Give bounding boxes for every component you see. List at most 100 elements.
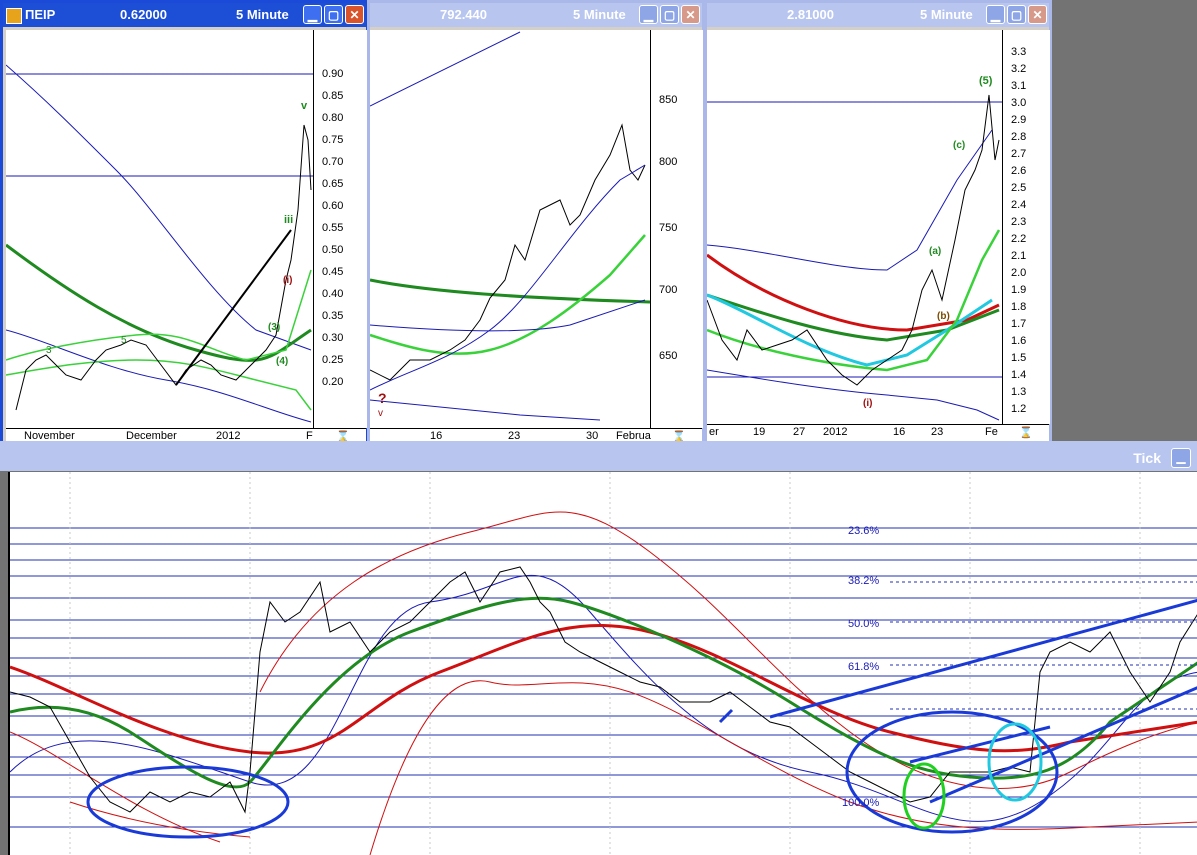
maximize-button[interactable]: ▢ — [660, 5, 679, 24]
fib-level-label: 38.2% — [848, 575, 880, 587]
tick-chart-window[interactable]: Tick ▁ — [0, 441, 1197, 855]
wave-label: 3 — [46, 345, 52, 356]
interval-label: 5 Minute — [573, 7, 626, 22]
y-tick: 0.20 — [322, 376, 344, 388]
wave-label: (5) — [979, 75, 993, 87]
wave-label: ? — [378, 390, 387, 406]
price-plot[interactable]: v iii iv (3) (4) (i) 3 5 — [6, 30, 313, 451]
y-tick: 650 — [659, 350, 678, 362]
title-bar[interactable]: 2.81000 5 Minute ▁ ▢ ✕ — [707, 3, 1049, 27]
x-tick: 23 — [508, 430, 521, 442]
y-tick: 0.80 — [322, 112, 344, 124]
y-tick: 750 — [659, 222, 678, 234]
y-tick: 0.70 — [322, 156, 344, 168]
maximize-button[interactable]: ▢ — [324, 5, 343, 24]
wave-label: (a) — [929, 246, 942, 257]
alert-icon[interactable]: ⌛ — [672, 431, 686, 443]
y-tick: 2.5 — [1011, 182, 1027, 194]
chart-window-3[interactable]: 2.81000 5 Minute ▁ ▢ ✕ (5) (c) (a) (b) (… — [704, 0, 1052, 465]
minimize-button[interactable]: ▁ — [1171, 448, 1191, 468]
y-axis: 850 800 750 700 650 — [650, 30, 703, 428]
x-axis: er 19 27 2012 16 23 Fe ⌛ — [707, 424, 1049, 443]
alert-icon[interactable]: ⌛ — [1019, 427, 1033, 439]
y-tick: 0.85 — [322, 90, 344, 102]
x-tick: Fe — [985, 426, 998, 438]
close-button[interactable]: ✕ — [681, 5, 700, 24]
price-label: 0.62000 — [120, 7, 167, 22]
wave-label: v — [378, 408, 383, 419]
y-tick: 800 — [659, 156, 678, 168]
symbol-label: ΠΕΙΡ — [25, 7, 56, 22]
y-tick: 1.8 — [1011, 301, 1027, 313]
x-tick: 16 — [893, 426, 906, 438]
wave-label: (i) — [863, 398, 873, 409]
x-tick: F — [306, 430, 313, 442]
y-tick: 1.3 — [1011, 386, 1027, 398]
y-tick: 2.3 — [1011, 216, 1027, 228]
y-tick: 1.6 — [1011, 335, 1027, 347]
wave-label: (i) — [283, 275, 293, 286]
x-tick: er — [709, 426, 719, 438]
x-tick: 23 — [931, 426, 944, 438]
y-tick: 1.4 — [1011, 369, 1027, 381]
y-tick: 3.1 — [1011, 80, 1027, 92]
y-tick: 1.7 — [1011, 318, 1027, 330]
y-tick: 0.35 — [322, 310, 344, 322]
y-tick: 3.3 — [1011, 46, 1027, 58]
minimize-button[interactable]: ▁ — [639, 5, 658, 24]
wave-label: 5 — [121, 335, 127, 346]
y-tick: 2.2 — [1011, 233, 1027, 245]
wave-label: (4) — [276, 356, 289, 367]
fib-level-label: 61.8% — [848, 661, 880, 673]
minimize-button[interactable]: ▁ — [986, 5, 1005, 24]
fib-level-label: 100.0% — [842, 797, 880, 809]
x-tick: 30 — [586, 430, 599, 442]
price-plot[interactable]: (5) (c) (a) (b) (i) — [707, 30, 1002, 424]
y-tick: 2.4 — [1011, 199, 1027, 211]
minimize-button[interactable]: ▁ — [303, 5, 322, 24]
title-bar[interactable]: Tick ▁ — [0, 441, 1197, 471]
y-tick: 2.6 — [1011, 165, 1027, 177]
y-tick: 3.0 — [1011, 97, 1027, 109]
y-tick: 2.9 — [1011, 114, 1027, 126]
tick-plot[interactable]: 23.6% 38.2% 50.0% 61.8% 100.0% — [8, 472, 1197, 855]
wave-label: (b) — [937, 311, 950, 322]
wave-label: iii — [284, 214, 294, 226]
interval-label: 5 Minute — [920, 7, 973, 22]
title-bar[interactable]: 792.440 5 Minute ▁ ▢ ✕ — [370, 3, 702, 27]
y-tick: 1.5 — [1011, 352, 1027, 364]
x-tick: November — [24, 430, 75, 442]
x-tick: Februa — [616, 430, 651, 442]
price-label: 2.81000 — [787, 7, 834, 22]
wave-label: (c) — [953, 140, 966, 151]
window-title: Tick — [1133, 450, 1161, 466]
close-button[interactable]: ✕ — [345, 5, 364, 24]
y-tick: 0.50 — [322, 244, 344, 256]
price-plot[interactable]: ? v — [370, 30, 650, 428]
y-tick: 1.9 — [1011, 284, 1027, 296]
alert-icon[interactable]: ⌛ — [336, 431, 350, 443]
x-tick: 27 — [793, 426, 806, 438]
close-button[interactable]: ✕ — [1028, 5, 1047, 24]
maximize-button[interactable]: ▢ — [1007, 5, 1026, 24]
chart-window-2[interactable]: 792.440 5 Minute ▁ ▢ ✕ ? v 850 800 750 7… — [367, 0, 705, 469]
x-tick: 2012 — [216, 430, 241, 442]
price-label: 792.440 — [440, 7, 487, 22]
y-tick: 700 — [659, 284, 678, 296]
y-tick: 3.2 — [1011, 63, 1027, 75]
y-tick: 0.40 — [322, 288, 344, 300]
y-tick: 0.55 — [322, 222, 344, 234]
y-tick: 0.30 — [322, 332, 344, 344]
fib-level-label: 50.0% — [848, 618, 880, 630]
y-tick: 2.8 — [1011, 131, 1027, 143]
y-tick: 2.1 — [1011, 250, 1027, 262]
y-tick: 0.65 — [322, 178, 344, 190]
chart-window-1[interactable]: ΠΕΙΡ 0.62000 5 Minute ▁ ▢ ✕ v iii iv (3)… — [0, 0, 369, 469]
y-tick: 0.60 — [322, 200, 344, 212]
x-tick: 2012 — [823, 426, 848, 438]
wave-label: (3) — [268, 322, 281, 333]
y-tick: 0.75 — [322, 134, 344, 146]
y-tick: 0.90 — [322, 68, 344, 80]
y-axis: 3.3 3.2 3.1 3.0 2.9 2.8 2.7 2.6 2.5 2.4 … — [1002, 30, 1050, 424]
title-bar[interactable]: ΠΕΙΡ 0.62000 5 Minute ▁ ▢ ✕ — [3, 3, 366, 27]
